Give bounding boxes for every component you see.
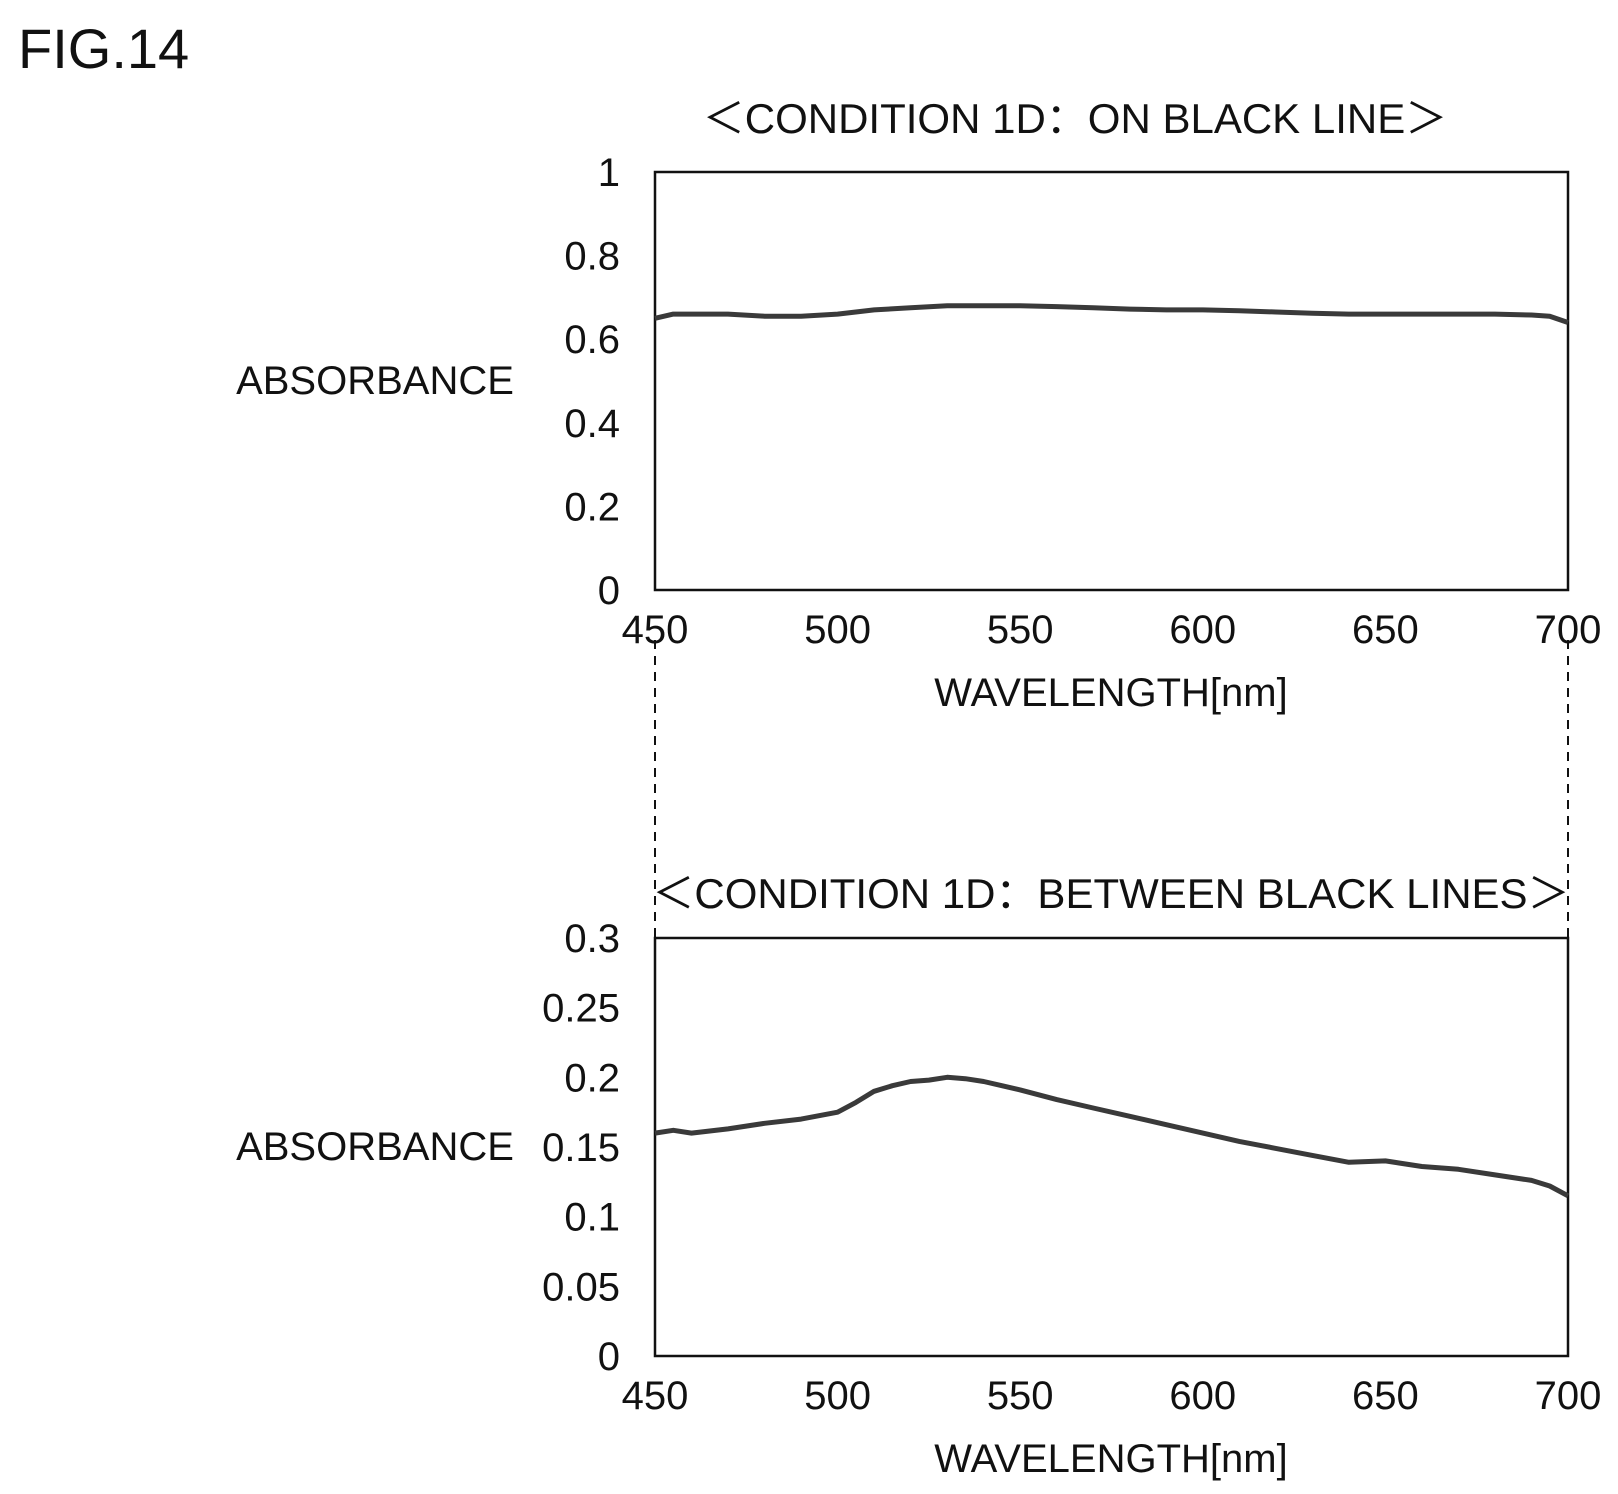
chart-bottom-x-tick-label: 600 [1169, 1374, 1236, 1418]
chart-top-x-ticks: 450 500 550 600 650 700 [622, 608, 1602, 652]
chart-top-x-tick-label: 550 [987, 608, 1054, 652]
chart-bottom-y-tick-label: 0 [598, 1335, 620, 1379]
chart-top-y-tick-label: 0.8 [564, 235, 620, 279]
chart-bottom-y-tick-label: 0.25 [542, 987, 620, 1031]
figure-label: FIG.14 [18, 17, 189, 80]
chart-bottom-y-ticks: 0 0.05 0.1 0.15 0.2 0.25 0.3 [542, 917, 620, 1379]
chart-top-x-tick-label: 600 [1169, 608, 1236, 652]
chart-bottom-x-ticks: 450 500 550 600 650 700 [622, 1374, 1602, 1418]
chart-bottom-y-axis-label: ABSORBANCE [236, 1125, 514, 1169]
chart-bottom-x-tick-label: 650 [1352, 1374, 1419, 1418]
chart-top-x-tick-label: 500 [804, 608, 871, 652]
chart-bottom-series-line [654, 1074, 1570, 1199]
chart-top-y-tick-label: 0.2 [564, 485, 620, 529]
chart-bottom-y-tick-label: 0.1 [564, 1196, 620, 1240]
chart-top-x-axis-label: WAVELENGTH[nm] [934, 671, 1287, 715]
chart-bottom-x-tick-label: 500 [804, 1374, 871, 1418]
chart-top-series-line [654, 303, 1569, 325]
chart-top-y-ticks: 0 0.2 0.4 0.6 0.8 1 [564, 151, 620, 613]
chart-bottom-x-tick-label: 700 [1535, 1374, 1602, 1418]
chart-bottom: ＜CONDITION 1D：BETWEEN BLACK LINES＞ 0 0.05… [236, 870, 1601, 1481]
chart-bottom-plot-area [653, 936, 1570, 1358]
chart-bottom-x-tick-label: 450 [622, 1374, 689, 1418]
chart-top-plot-area [653, 170, 1570, 592]
chart-top-y-tick-label: 1 [598, 151, 620, 195]
chart-bottom-y-tick-label: 0.3 [564, 917, 620, 961]
chart-top: ＜CONDITION 1D：ON BLACK LINE＞ 00.20.40.60… [236, 95, 1601, 715]
chart-bottom-x-tick-label: 550 [987, 1374, 1054, 1418]
chart-bottom-x-axis-label: WAVELENGTH[nm] [934, 1437, 1287, 1481]
chart-bottom-y-tick-label: 0.15 [542, 1126, 620, 1170]
chart-top-y-tick-label: 0.4 [564, 402, 620, 446]
chart-top-x-tick-label: 650 [1352, 608, 1419, 652]
chart-top-title: ＜CONDITION 1D：ON BLACK LINE＞ [703, 95, 1447, 142]
chart-bottom-y-tick-label: 0.05 [542, 1265, 620, 1309]
chart-top-y-axis-label: ABSORBANCE [236, 359, 514, 403]
chart-bottom-title: ＜CONDITION 1D：BETWEEN BLACK LINES＞ [652, 870, 1569, 917]
chart-bottom-y-tick-label: 0.2 [564, 1056, 620, 1100]
chart-top-y-tick-label: 0.6 [564, 318, 620, 362]
chart-top-y-tick-label: 0 [598, 569, 620, 613]
